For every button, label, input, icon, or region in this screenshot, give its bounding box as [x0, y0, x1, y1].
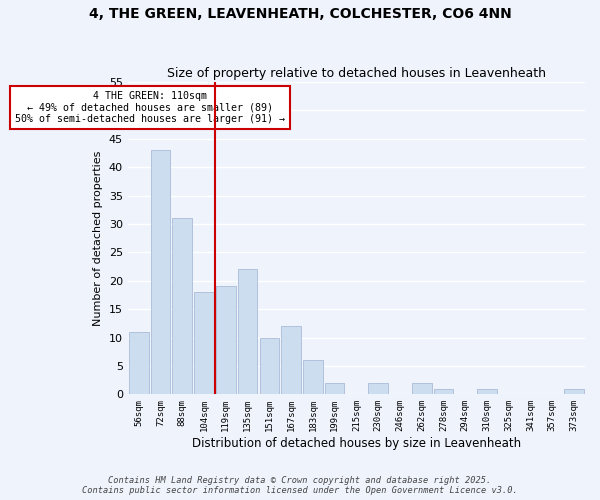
Bar: [216, 286, 236, 395]
Bar: [172, 218, 192, 394]
X-axis label: Distribution of detached houses by size in Leavenheath: Distribution of detached houses by size …: [192, 437, 521, 450]
Bar: [260, 338, 279, 394]
Bar: [281, 326, 301, 394]
Text: 4, THE GREEN, LEAVENHEATH, COLCHESTER, CO6 4NN: 4, THE GREEN, LEAVENHEATH, COLCHESTER, C…: [89, 8, 511, 22]
Bar: [477, 388, 497, 394]
Text: 4 THE GREEN: 110sqm
← 49% of detached houses are smaller (89)
50% of semi-detach: 4 THE GREEN: 110sqm ← 49% of detached ho…: [14, 90, 284, 124]
Bar: [151, 150, 170, 394]
Title: Size of property relative to detached houses in Leavenheath: Size of property relative to detached ho…: [167, 66, 546, 80]
Bar: [303, 360, 323, 394]
Bar: [129, 332, 149, 394]
Bar: [412, 383, 431, 394]
Bar: [368, 383, 388, 394]
Bar: [325, 383, 344, 394]
Bar: [194, 292, 214, 394]
Bar: [565, 388, 584, 394]
Bar: [238, 270, 257, 394]
Y-axis label: Number of detached properties: Number of detached properties: [94, 150, 103, 326]
Bar: [434, 388, 453, 394]
Text: Contains HM Land Registry data © Crown copyright and database right 2025.
Contai: Contains HM Land Registry data © Crown c…: [82, 476, 518, 495]
